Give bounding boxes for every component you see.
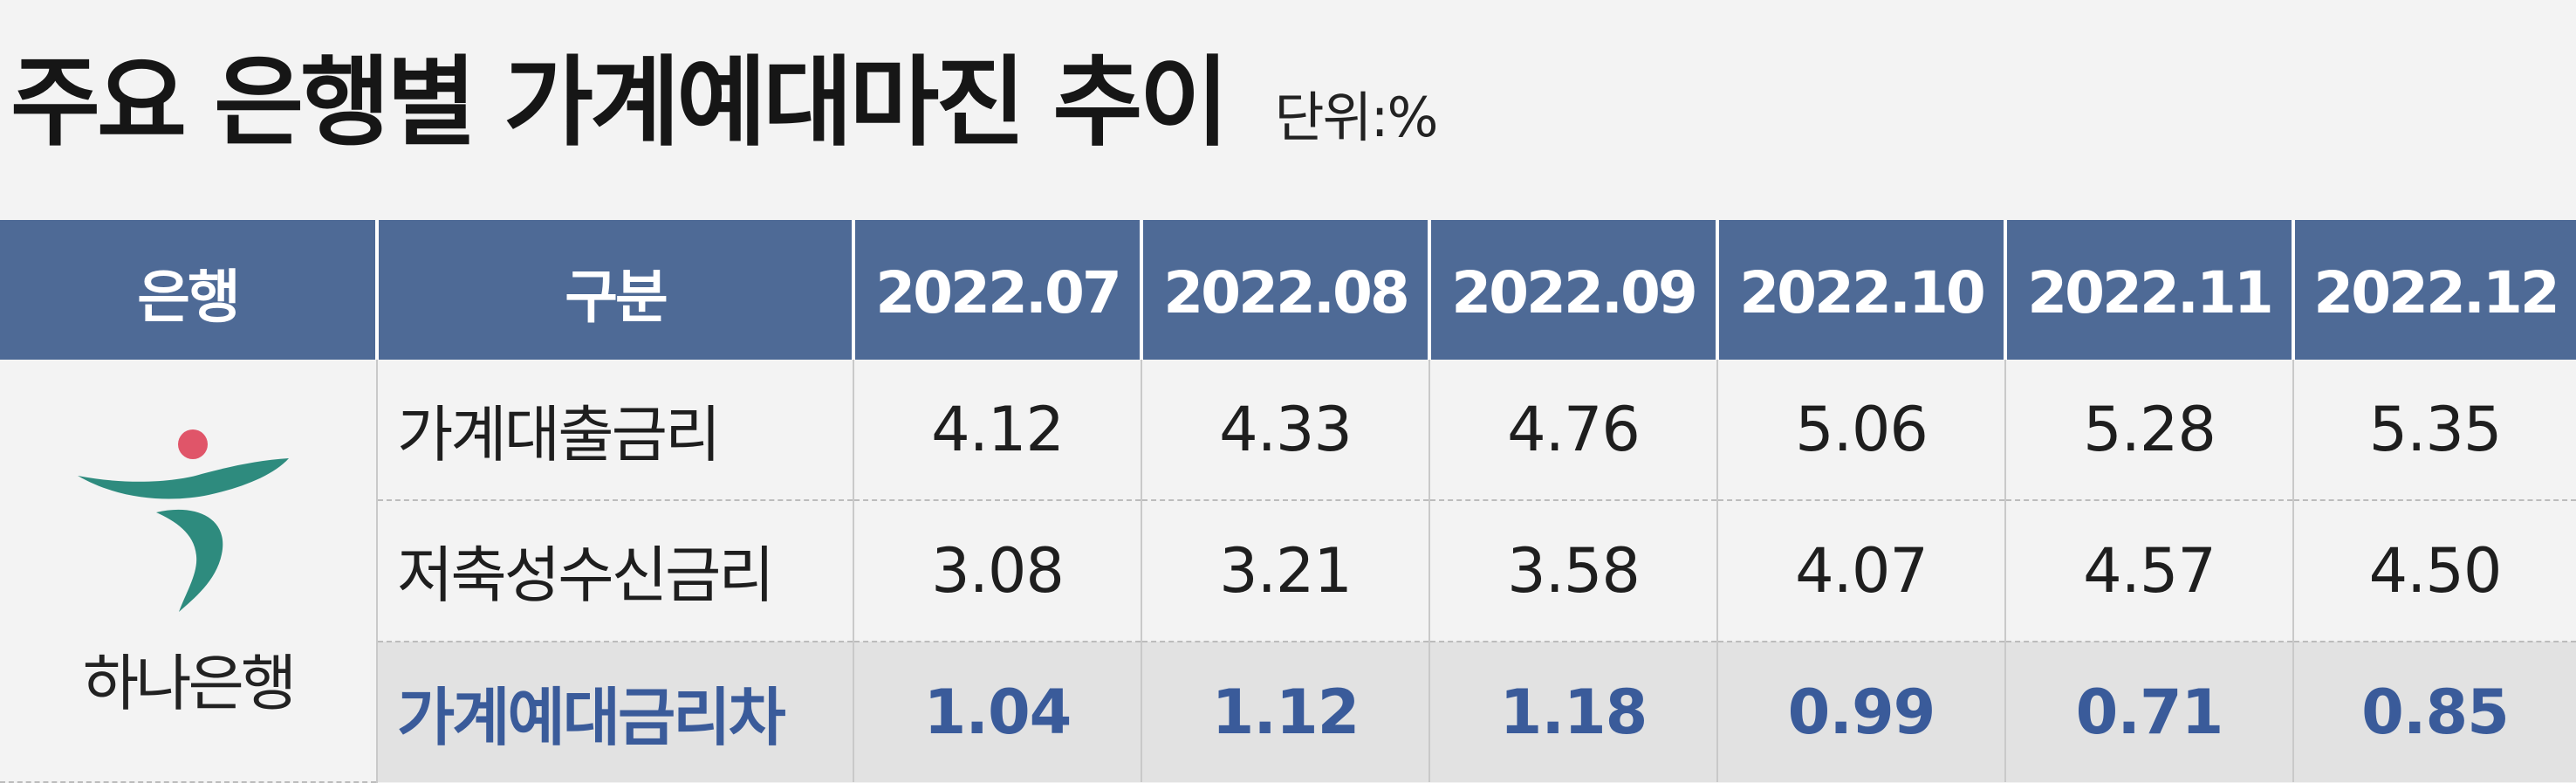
header-month: 2022.09	[1428, 220, 1717, 360]
table-cell: 4.50	[2292, 500, 2576, 642]
page-title: 주요 은행별 가계예대마진 추이	[10, 46, 1229, 160]
table-cell: 5.35	[2292, 360, 2576, 502]
header-month: 2022.07	[852, 220, 1141, 360]
table-cell: 5.06	[1716, 360, 2005, 502]
title-row: 주요 은행별 가계예대마진 추이 단위:%	[10, 16, 1439, 190]
table-cell: 0.85	[2292, 641, 2576, 782]
header-bank: 은행	[0, 220, 377, 360]
table-cell: 4.76	[1428, 360, 1717, 502]
table-cell: 4.33	[1141, 360, 1429, 502]
table-cell: 3.21	[1141, 500, 1429, 642]
table-cell: 4.07	[1716, 500, 2005, 642]
bank-name: 하나은행	[82, 648, 298, 719]
header-month: 2022.08	[1140, 220, 1429, 360]
table-cell: 0.99	[1716, 641, 2005, 782]
table-row: 하나은행 가계대출금리 4.12 4.33 4.76 5.06 5.28 5.3…	[0, 360, 2576, 783]
table-cell: 1.04	[853, 641, 1141, 782]
row-label: 가계대출금리	[376, 360, 853, 502]
header-month: 2022.10	[1716, 220, 2005, 360]
table-cell: 0.71	[2004, 641, 2293, 782]
data-table: 은행 구분 2022.07 2022.08 2022.09 2022.10 20…	[0, 220, 2576, 783]
table-cell: 1.12	[1141, 641, 1429, 782]
row-label: 가계예대금리차	[376, 641, 853, 782]
row-label: 저축성수신금리	[376, 500, 853, 642]
table-cell: 4.57	[2004, 500, 2293, 642]
bank-cell: 하나은행	[0, 360, 377, 783]
table-row: 저축성수신금리 3.08 3.21 3.58 4.07 4.57 4.50	[0, 500, 2576, 642]
header-month: 2022.12	[2292, 220, 2576, 360]
table-row-highlight: 가계예대금리차 1.04 1.12 1.18 0.99 0.71 0.85	[0, 641, 2576, 782]
header-row: 은행 구분 2022.07 2022.08 2022.09 2022.10 20…	[0, 220, 2576, 360]
unit-label: 단위:%	[1274, 86, 1439, 149]
header-month: 2022.11	[2004, 220, 2293, 360]
hana-bank-logo-icon	[77, 429, 289, 612]
table-cell: 3.58	[1428, 500, 1717, 642]
table-cell: 1.18	[1428, 641, 1717, 782]
table-cell: 5.28	[2004, 360, 2293, 502]
header-item: 구분	[375, 220, 853, 360]
table-cell: 3.08	[853, 500, 1141, 642]
table-cell: 4.12	[853, 360, 1141, 502]
